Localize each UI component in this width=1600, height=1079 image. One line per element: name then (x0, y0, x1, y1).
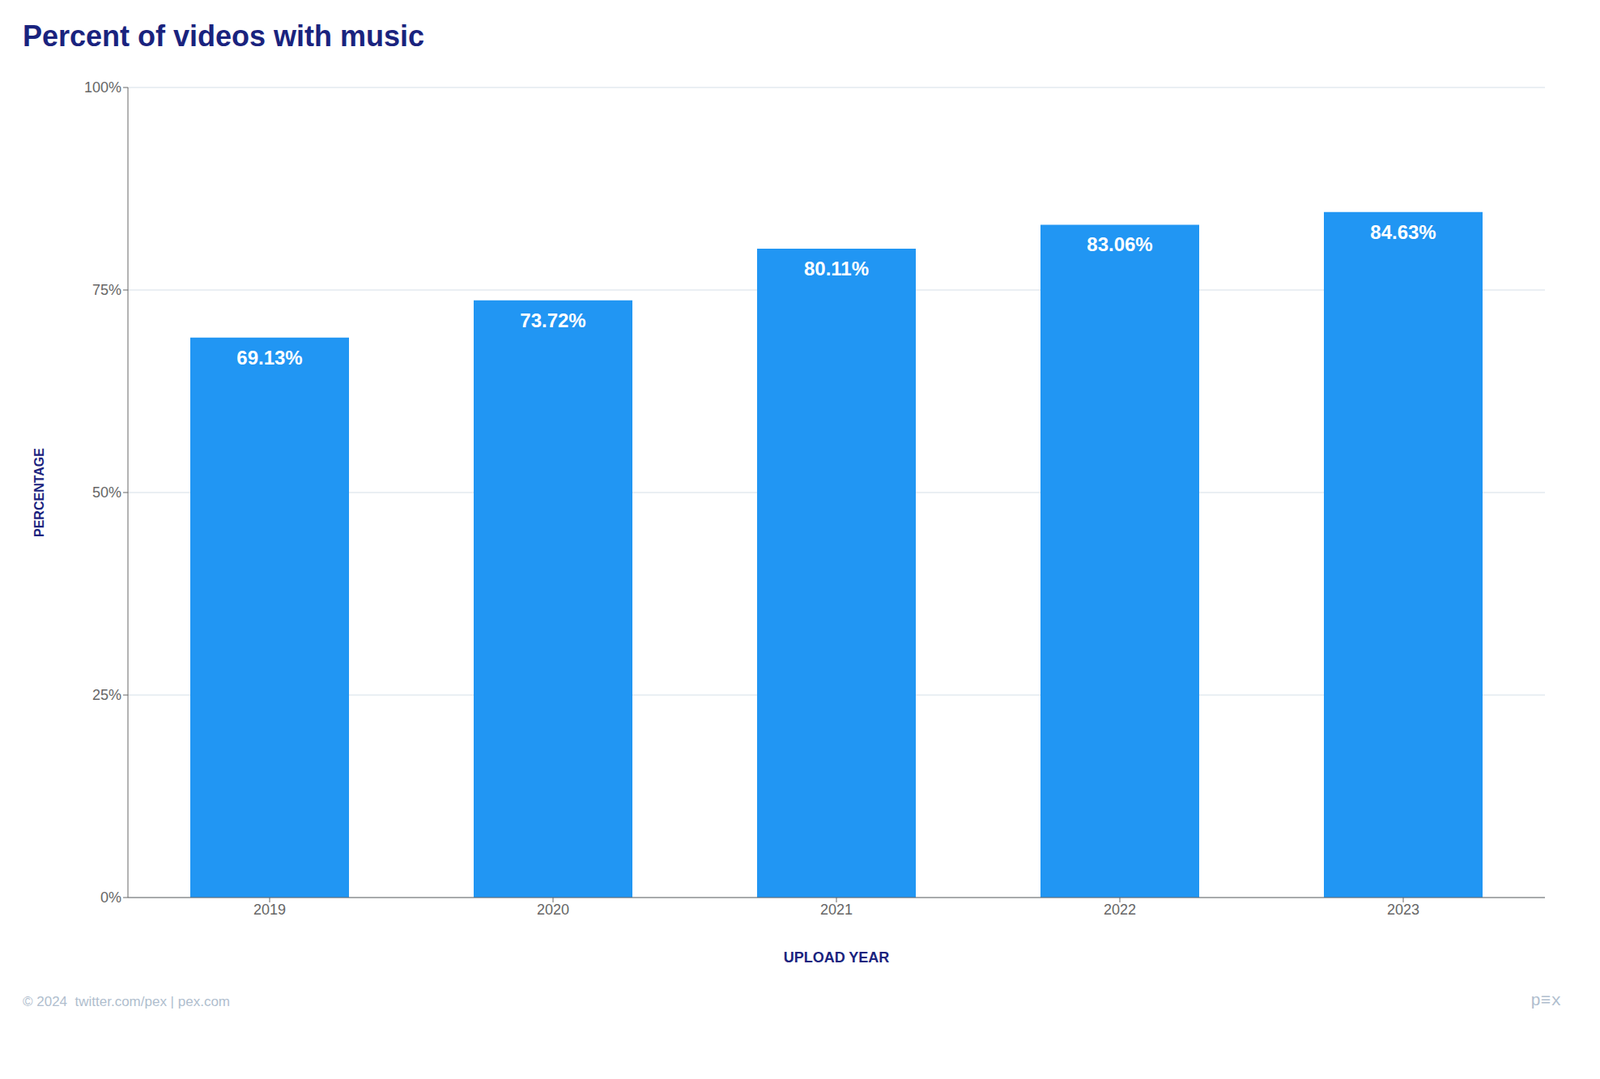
svg-text:25%: 25% (92, 686, 122, 703)
svg-text:2019: 2019 (253, 901, 286, 918)
svg-text:50%: 50% (92, 484, 122, 501)
svg-text:84.63%: 84.63% (1370, 221, 1436, 243)
svg-text:UPLOAD YEAR: UPLOAD YEAR (783, 948, 890, 966)
svg-text:2022: 2022 (1103, 901, 1137, 918)
svg-text:83.06%: 83.06% (1086, 233, 1153, 256)
svg-text:100%: 100% (84, 79, 122, 96)
svg-text:80.11%: 80.11% (804, 257, 869, 280)
svg-text:69.13%: 69.13% (236, 346, 303, 369)
svg-text:2021: 2021 (820, 901, 853, 918)
svg-text:73.72%: 73.72% (519, 309, 586, 332)
svg-text:75%: 75% (92, 281, 122, 298)
html-text:p≡x: p≡x (1530, 991, 1562, 1010)
html-text:Percent of videos with music: Percent of videos with music (22, 19, 425, 53)
svg-text:2020: 2020 (536, 901, 570, 918)
svg-text:PERCENTAGE: PERCENTAGE (32, 447, 47, 537)
svg-text:0%: 0% (100, 889, 122, 906)
svg-text:2023: 2023 (1387, 901, 1420, 918)
html-text:© 2024 twitter.com/pex | pex.c: © 2024 twitter.com/pex | pex.com (22, 993, 230, 1009)
